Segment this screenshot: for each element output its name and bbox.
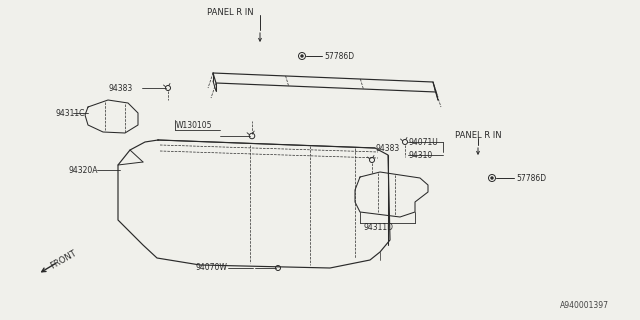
Text: W130105: W130105 [176,121,212,130]
Text: 57786D: 57786D [516,173,546,182]
Text: FRONT: FRONT [48,249,77,271]
Text: 94320A: 94320A [68,165,97,174]
Text: 94071U: 94071U [408,138,438,147]
Text: A940001397: A940001397 [560,301,609,310]
Text: 94383: 94383 [375,143,399,153]
Text: 94311C: 94311C [55,108,84,117]
Text: 94070W: 94070W [195,263,227,273]
Text: 94311D: 94311D [363,222,393,231]
Text: 94310: 94310 [408,150,432,159]
Text: 94383: 94383 [108,84,132,92]
Circle shape [301,55,303,57]
Circle shape [491,177,493,179]
Text: PANEL R IN: PANEL R IN [454,131,501,140]
Text: 57786D: 57786D [324,52,354,60]
Text: PANEL R IN: PANEL R IN [207,7,253,17]
